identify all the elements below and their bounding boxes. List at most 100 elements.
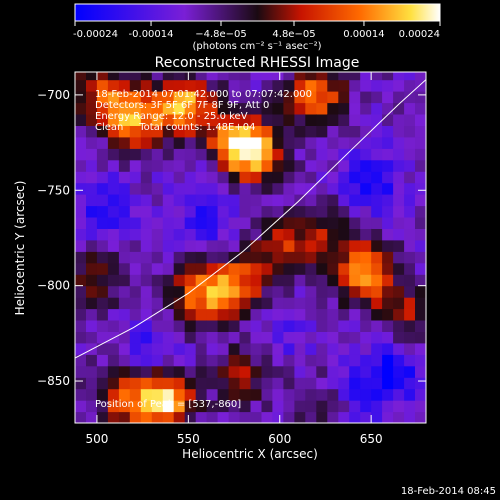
- heatmap-cell: [129, 400, 142, 413]
- heatmap-cell: [272, 354, 284, 367]
- heatmap-cell: [305, 79, 317, 92]
- heatmap-cell: [151, 159, 164, 172]
- heatmap-cell: [96, 217, 109, 229]
- heatmap-cell: [371, 171, 383, 184]
- heatmap-cell: [261, 251, 274, 264]
- heatmap-cell: [206, 79, 219, 92]
- colorbar-tick-label: −4.8e−05: [195, 29, 247, 40]
- y-axis-label: Heliocentric Y (arcsec): [13, 181, 27, 316]
- heatmap-cell: [316, 148, 328, 161]
- heatmap-cell: [382, 228, 394, 241]
- heatmap-cell: [338, 342, 350, 355]
- heatmap-cell: [305, 320, 317, 332]
- heatmap-cell: [184, 159, 197, 172]
- heatmap-cell: [118, 411, 131, 423]
- heatmap-cell: [206, 388, 219, 401]
- heatmap-cell: [272, 102, 284, 115]
- heatmap-cell: [75, 114, 87, 126]
- heatmap-cell: [371, 342, 383, 355]
- heatmap-cell: [360, 79, 372, 92]
- heatmap-cell: [272, 114, 284, 126]
- heatmap-cell: [272, 377, 284, 390]
- heatmap-cell: [140, 72, 153, 81]
- heatmap-cell: [239, 171, 252, 184]
- heatmap-cell: [107, 136, 120, 149]
- colorbar-tick-label: 0.00014: [343, 29, 384, 40]
- heatmap-cell: [294, 205, 306, 218]
- heatmap-cell: [360, 411, 372, 423]
- heatmap-cell: [382, 331, 394, 344]
- heatmap-cell: [294, 342, 306, 355]
- heatmap-cell: [184, 136, 197, 149]
- heatmap-cell: [107, 308, 120, 321]
- heatmap-cell: [107, 171, 120, 184]
- heatmap-cell: [107, 239, 120, 252]
- peak-position-label: Position of Peak = [537,-860]: [95, 399, 241, 410]
- heatmap-cell: [96, 331, 109, 344]
- heatmap-cell: [86, 102, 98, 115]
- heatmap-cell: [393, 171, 405, 184]
- heatmap-cell: [272, 411, 284, 423]
- heatmap-cell: [96, 411, 109, 423]
- heatmap-cell: [107, 228, 120, 241]
- heatmap-cell: [316, 171, 328, 184]
- heatmap-cell: [338, 182, 350, 195]
- heatmap-cell: [338, 388, 350, 401]
- heatmap-cell: [316, 342, 328, 355]
- heatmap-cell: [371, 182, 383, 195]
- heatmap-cell: [107, 400, 120, 413]
- heatmap-cell: [107, 297, 120, 310]
- heatmap-cell: [195, 388, 208, 401]
- heatmap-cell: [272, 159, 284, 172]
- heatmap-cell: [294, 125, 306, 138]
- heatmap-cell: [261, 148, 274, 161]
- heatmap-cell: [360, 331, 372, 344]
- heatmap-cell: [283, 171, 295, 184]
- heatmap-cell: [294, 285, 306, 298]
- colorbar: -0.00024 -0.00014 −4.8e−05 4.8e−05 0.00014 0.…: [73, 3, 441, 52]
- heatmap-cell: [250, 148, 263, 161]
- heatmap-cell: [272, 388, 284, 401]
- heatmap-cell: [162, 79, 175, 92]
- heatmap-cell: [349, 365, 361, 378]
- heatmap-cell: [239, 102, 252, 115]
- heatmap-cell: [96, 285, 109, 298]
- heatmap-cell: [404, 217, 416, 229]
- heatmap-cell: [195, 354, 208, 367]
- heatmap-cell: [228, 411, 241, 423]
- heatmap-cell: [338, 205, 350, 218]
- heatmap-cell: [404, 331, 416, 344]
- heatmap-cell: [283, 377, 295, 390]
- heatmap-cell: [107, 377, 120, 390]
- colorbar-tick-label: -0.00024: [73, 29, 118, 40]
- heatmap-cell: [327, 297, 339, 310]
- y-tick-label: −800: [37, 279, 70, 293]
- heatmap-cell: [239, 91, 252, 104]
- heatmap-cell: [195, 171, 208, 184]
- heatmap-cell: [96, 251, 109, 264]
- heatmap-cell: [371, 239, 383, 252]
- heatmap-cell: [217, 148, 230, 161]
- heatmap-cell: [239, 182, 252, 195]
- heatmap-cell: [272, 308, 284, 321]
- heatmap-cell: [294, 365, 306, 378]
- heatmap-cell: [415, 91, 426, 104]
- heatmap-cell: [195, 102, 208, 115]
- heatmap-cell: [250, 114, 263, 126]
- heatmap-cell: [107, 148, 120, 161]
- heatmap-cell: [415, 72, 426, 81]
- heatmap-cell: [206, 308, 219, 321]
- heatmap-cell: [217, 171, 230, 184]
- heatmap-cell: [283, 159, 295, 172]
- heatmap-cell: [316, 262, 328, 275]
- heatmap-cell: [107, 262, 120, 275]
- heatmap-cell: [129, 114, 142, 126]
- heatmap-cell: [294, 400, 306, 413]
- heatmap-cell: [360, 400, 372, 413]
- heatmap-cell: [404, 239, 416, 252]
- heatmap-cell: [129, 205, 142, 218]
- heatmap-cell: [129, 91, 142, 104]
- heatmap-cell: [173, 285, 186, 298]
- heatmap-cell: [316, 91, 328, 104]
- heatmap-cell: [404, 365, 416, 378]
